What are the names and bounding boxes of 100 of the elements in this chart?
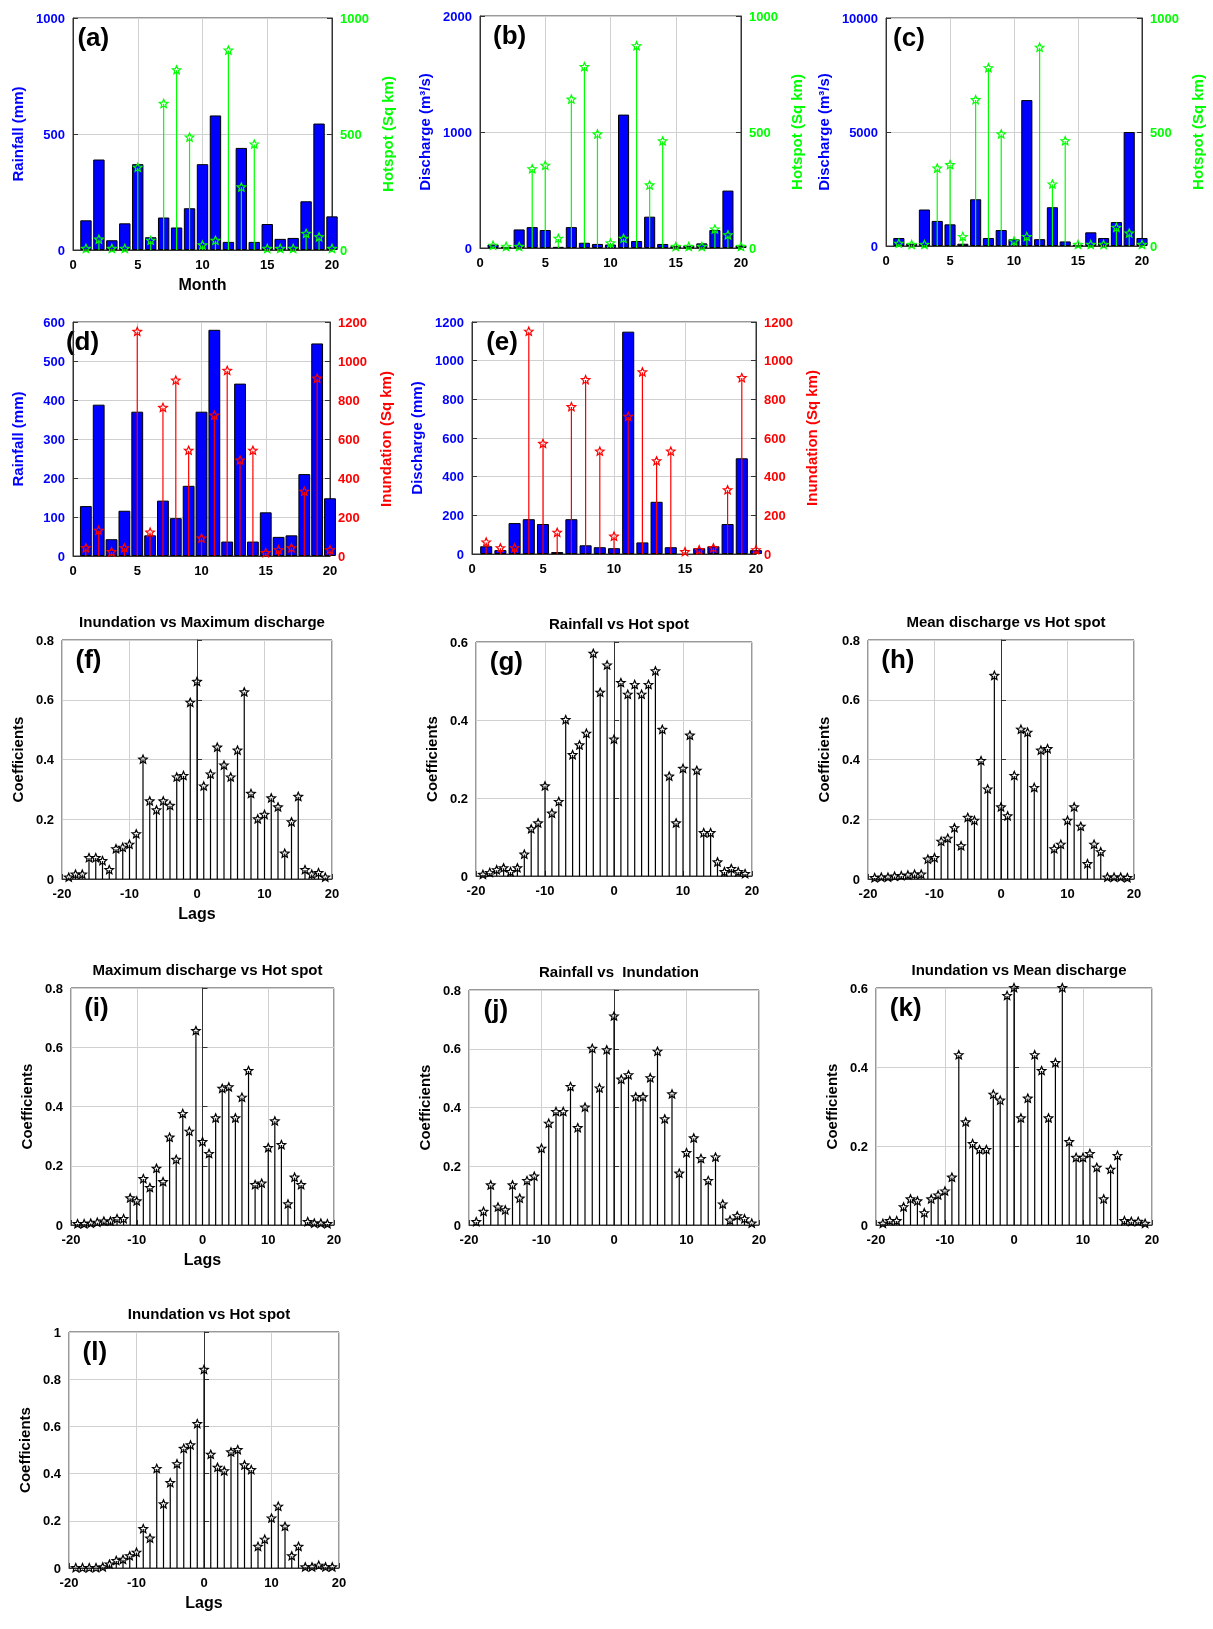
x-tick-label: 0 <box>610 883 618 898</box>
y-tick-label: 0.6 <box>35 692 54 708</box>
x-tick-label: 15 <box>258 563 273 578</box>
x-tick-label: 10 <box>1060 886 1075 901</box>
y-tick-label: 500 <box>43 126 65 142</box>
x-tick-label: 5 <box>539 561 547 576</box>
x-axis-title: Lags <box>178 904 216 922</box>
x-tick-label: 10 <box>679 1232 694 1247</box>
x-tick-label: -20 <box>61 1232 81 1247</box>
y-tick-label: 0 <box>870 238 879 254</box>
y-tick-label: 0.2 <box>442 1158 461 1174</box>
x-tick-label: 20 <box>1134 253 1150 268</box>
chart-title: Inundation vs Hot spot <box>127 1305 291 1322</box>
y-tick-label: 0.6 <box>449 634 468 650</box>
y-tick-label: 0.6 <box>442 1041 461 1057</box>
y-tick-label: 0.2 <box>42 1513 61 1529</box>
y-tick-label: 1200 <box>435 314 464 330</box>
y2-tick-label: 1200 <box>764 314 793 330</box>
y-tick-label: 0 <box>460 868 468 884</box>
y-tick-label: 1000 <box>36 10 65 26</box>
y-tick-label: 0.4 <box>442 1100 462 1115</box>
y-tick-label: 0.8 <box>35 632 54 648</box>
y-tick-label: 0 <box>55 1217 63 1233</box>
x-tick-label: 15 <box>677 561 693 576</box>
annotation: (c) <box>893 22 925 52</box>
x-tick-label: 5 <box>133 563 141 578</box>
y-axis-title: Coefficients <box>16 1407 34 1493</box>
x-tick-label: 5 <box>541 255 549 270</box>
y-tick-label: 0.6 <box>849 980 868 996</box>
y-tick-label: 0.8 <box>841 632 860 648</box>
x-tick-label: 0 <box>997 886 1005 901</box>
y-tick-label: 0.6 <box>841 692 860 708</box>
x-tick-label: 0 <box>193 886 201 901</box>
x-tick-label: 10 <box>675 883 691 898</box>
y-tick-label: 0 <box>852 871 860 887</box>
y-axis-title: Coefficients <box>823 1063 841 1150</box>
y-tick-label: 1000 <box>435 353 464 369</box>
y-axis-title: Coefficients <box>9 716 27 803</box>
y2-tick-label: 0 <box>338 548 346 564</box>
x-tick-label: 20 <box>324 257 340 272</box>
x-tick-label: 10 <box>261 1232 276 1247</box>
y2-tick-label: 600 <box>338 431 360 447</box>
x-tick-label: 0 <box>476 255 484 270</box>
x-tick-label: -10 <box>925 886 944 901</box>
x-axis-title: Lags <box>185 1593 223 1611</box>
y2-tick-label: 1000 <box>338 353 367 369</box>
x-tick-label: 20 <box>324 886 340 901</box>
y-tick-label: 0.2 <box>449 790 468 806</box>
y-tick-label: 0.2 <box>849 1138 868 1154</box>
y2-tick-label: 400 <box>338 470 360 486</box>
y-tick-label: 5000 <box>849 124 879 140</box>
x-tick-label: 0 <box>69 563 77 578</box>
x-tick-label: 5 <box>946 253 954 268</box>
y-tick-label: 0 <box>453 1217 461 1233</box>
y-axis-title: Coefficients <box>416 1064 434 1151</box>
y-axis-title: Discharge (mm) <box>408 381 425 495</box>
x-tick-label: -20 <box>59 1575 79 1590</box>
y-axis-title: Coefficients <box>815 716 833 803</box>
x-tick-label: 10 <box>264 1575 279 1590</box>
y2-tick-label: 500 <box>1150 124 1172 140</box>
y2-tick-label: 800 <box>338 392 360 408</box>
x-tick-label: 15 <box>668 255 683 270</box>
y2-tick-label: 600 <box>764 430 786 446</box>
annotation: (k) <box>889 992 922 1022</box>
annotation: (g) <box>489 646 523 676</box>
y2-axis-title: Inundation (Sq km) <box>802 370 820 506</box>
x-tick-label: 10 <box>603 255 618 270</box>
x-tick-label: 10 <box>257 886 272 901</box>
y2-tick-label: 1200 <box>338 314 367 330</box>
x-axis-title: Month <box>178 275 227 293</box>
y-tick-label: 0.4 <box>449 712 469 728</box>
annotation: (j) <box>483 994 509 1024</box>
x-tick-label: 5 <box>134 257 142 272</box>
x-tick-label: 10 <box>195 257 210 272</box>
y-tick-label: 400 <box>442 469 464 485</box>
y-tick-label: 600 <box>442 430 464 446</box>
y-tick-label: 100 <box>43 509 65 525</box>
y-tick-label: 2000 <box>443 8 472 24</box>
x-tick-label: -20 <box>459 1232 479 1247</box>
x-tick-label: 0 <box>200 1575 208 1590</box>
annotation: (f) <box>75 644 102 674</box>
y-tick-label: 0.6 <box>42 1418 61 1434</box>
y2-tick-label: 0 <box>1150 238 1158 254</box>
y-tick-label: 0.4 <box>42 1466 62 1482</box>
y-axis-title: Rainfall (mm) <box>9 391 26 487</box>
x-tick-label: 15 <box>1070 253 1086 268</box>
x-tick-label: -20 <box>466 883 486 898</box>
x-tick-label: 20 <box>1126 886 1142 901</box>
y2-tick-label: 0 <box>764 546 772 562</box>
x-tick-label: -10 <box>127 1232 147 1247</box>
y-tick-label: 0.8 <box>42 1371 61 1387</box>
annotation: (a) <box>77 22 110 52</box>
chart-title: Inundation vs Mean discharge <box>911 961 1127 978</box>
x-tick-label: 20 <box>322 563 338 578</box>
chart-title: Mean discharge vs Hot spot <box>906 613 1106 630</box>
y-tick-label: 0.2 <box>35 811 54 827</box>
x-tick-label: 0 <box>610 1232 618 1247</box>
annotation: (e) <box>486 326 518 356</box>
y-tick-label: 500 <box>43 353 65 369</box>
y-tick-label: 400 <box>43 392 65 408</box>
